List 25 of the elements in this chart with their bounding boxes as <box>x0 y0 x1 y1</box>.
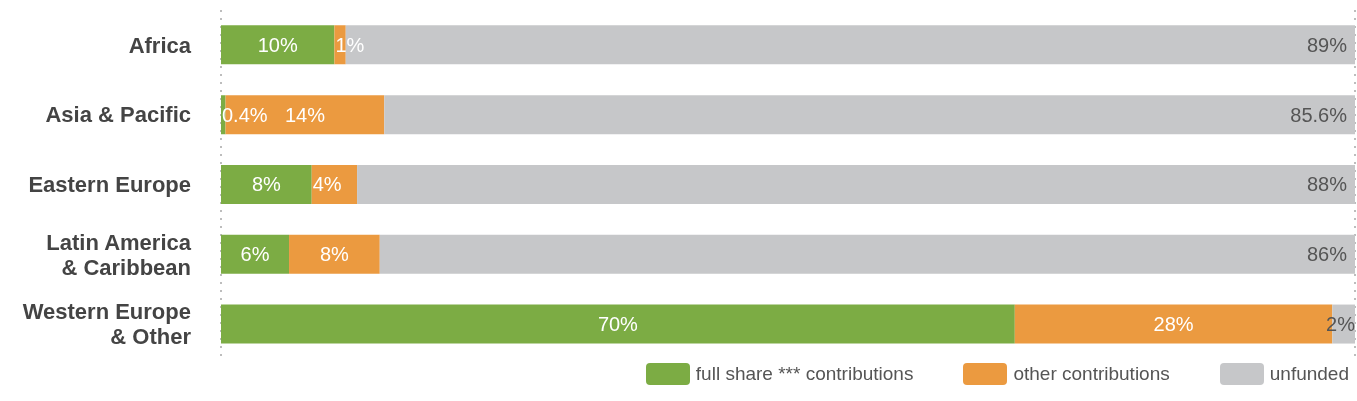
data-label: 10% <box>257 33 298 56</box>
data-label: 89% <box>1306 33 1348 56</box>
bar <box>221 234 290 274</box>
y-tick-label: Western Europe & Other <box>22 299 192 350</box>
y-tick-label: Latin America & Caribbean <box>46 229 192 280</box>
legend-label: full share *** contributions <box>695 363 914 385</box>
data-label: 4% <box>312 173 342 196</box>
data-label: 8% <box>251 173 282 196</box>
data-label: 88% <box>1306 173 1348 196</box>
bar <box>289 234 380 274</box>
data-label: 86% <box>1306 243 1348 266</box>
bar <box>221 164 312 204</box>
bar <box>221 304 1015 344</box>
bar <box>221 25 335 65</box>
data-label: 70% <box>597 313 639 336</box>
data-label: 28% <box>1153 313 1194 336</box>
y-tick-label: Africa <box>128 32 192 58</box>
legend-label: other contributions <box>1013 363 1170 385</box>
y-tick-label: Eastern Europe <box>28 172 191 198</box>
y-tick-label: Asia & Pacific <box>45 102 191 128</box>
legend-label: unfunded <box>1269 363 1349 385</box>
data-label: 8% <box>319 243 350 266</box>
data-label: 6% <box>240 243 270 266</box>
data-label: 14% <box>284 103 326 126</box>
data-label: 85.6% <box>1290 103 1348 126</box>
